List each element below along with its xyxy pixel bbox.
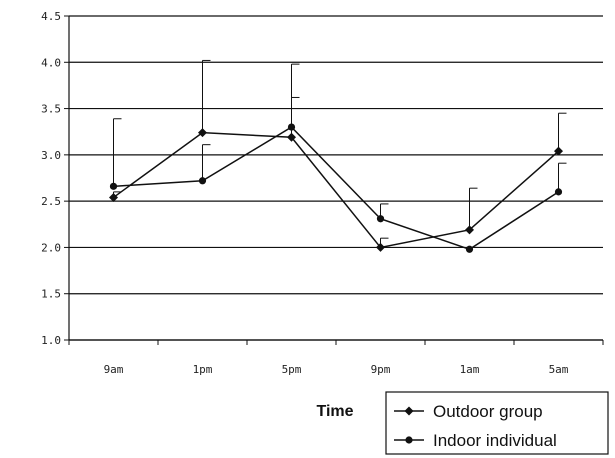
x-tick-label: 9pm (371, 363, 391, 376)
gridlines (69, 15, 603, 341)
x-axis-title: Time (316, 403, 353, 420)
indoor-individual-point (287, 123, 296, 131)
outdoor-group-line (113, 131, 559, 249)
y-axis-ticks: 1.0 1.5 2.0 2.5 3.0 3.5 4.0 4.5 (41, 10, 69, 347)
axes (68, 16, 603, 341)
outdoor-group-point (465, 225, 474, 235)
error-bars (113, 59, 567, 250)
y-tick-label: 3.5 (41, 103, 61, 116)
outdoor-group-point (554, 146, 563, 156)
outdoor-group-point (198, 128, 207, 138)
y-tick-label: 1.5 (41, 288, 61, 301)
series-markers (109, 123, 563, 253)
y-tick-label: 1.0 (41, 334, 61, 347)
outdoor-group-legend-label: Outdoor group (433, 402, 543, 421)
indoor-individual-legend-marker (405, 436, 413, 444)
indoor-individual-point (376, 215, 385, 223)
legend-box (385, 391, 609, 455)
legend: Outdoor group Indoor individual (385, 391, 609, 455)
x-axis-ticks: 9am 1pm 5pm 9pm 1am 5am (68, 340, 604, 376)
x-tick-label: 5am (549, 363, 569, 376)
y-tick-label: 3.0 (41, 149, 61, 162)
outdoor-group-legend-marker (404, 406, 414, 416)
y-tick-label: 4.0 (41, 56, 61, 69)
outdoor-group-point (376, 242, 385, 252)
indoor-individual-point (554, 188, 563, 196)
series-lines (113, 126, 559, 251)
outdoor-group-point (287, 132, 296, 142)
y-tick-label: 2.5 (41, 195, 61, 208)
outdoor-group-point (109, 192, 118, 202)
x-tick-label: 5pm (282, 363, 302, 376)
indoor-individual-point (198, 177, 207, 185)
x-tick-label: 1am (460, 363, 480, 376)
y-tick-label: 4.5 (41, 10, 61, 23)
indoor-individual-point (109, 182, 118, 190)
x-tick-label: 1pm (193, 363, 213, 376)
indoor-individual-point (465, 245, 474, 253)
y-tick-label: 2.0 (41, 241, 61, 254)
indoor-individual-legend-label: Indoor individual (433, 431, 557, 450)
x-tick-label: 9am (104, 363, 124, 376)
indoor-individual-line (113, 126, 559, 251)
